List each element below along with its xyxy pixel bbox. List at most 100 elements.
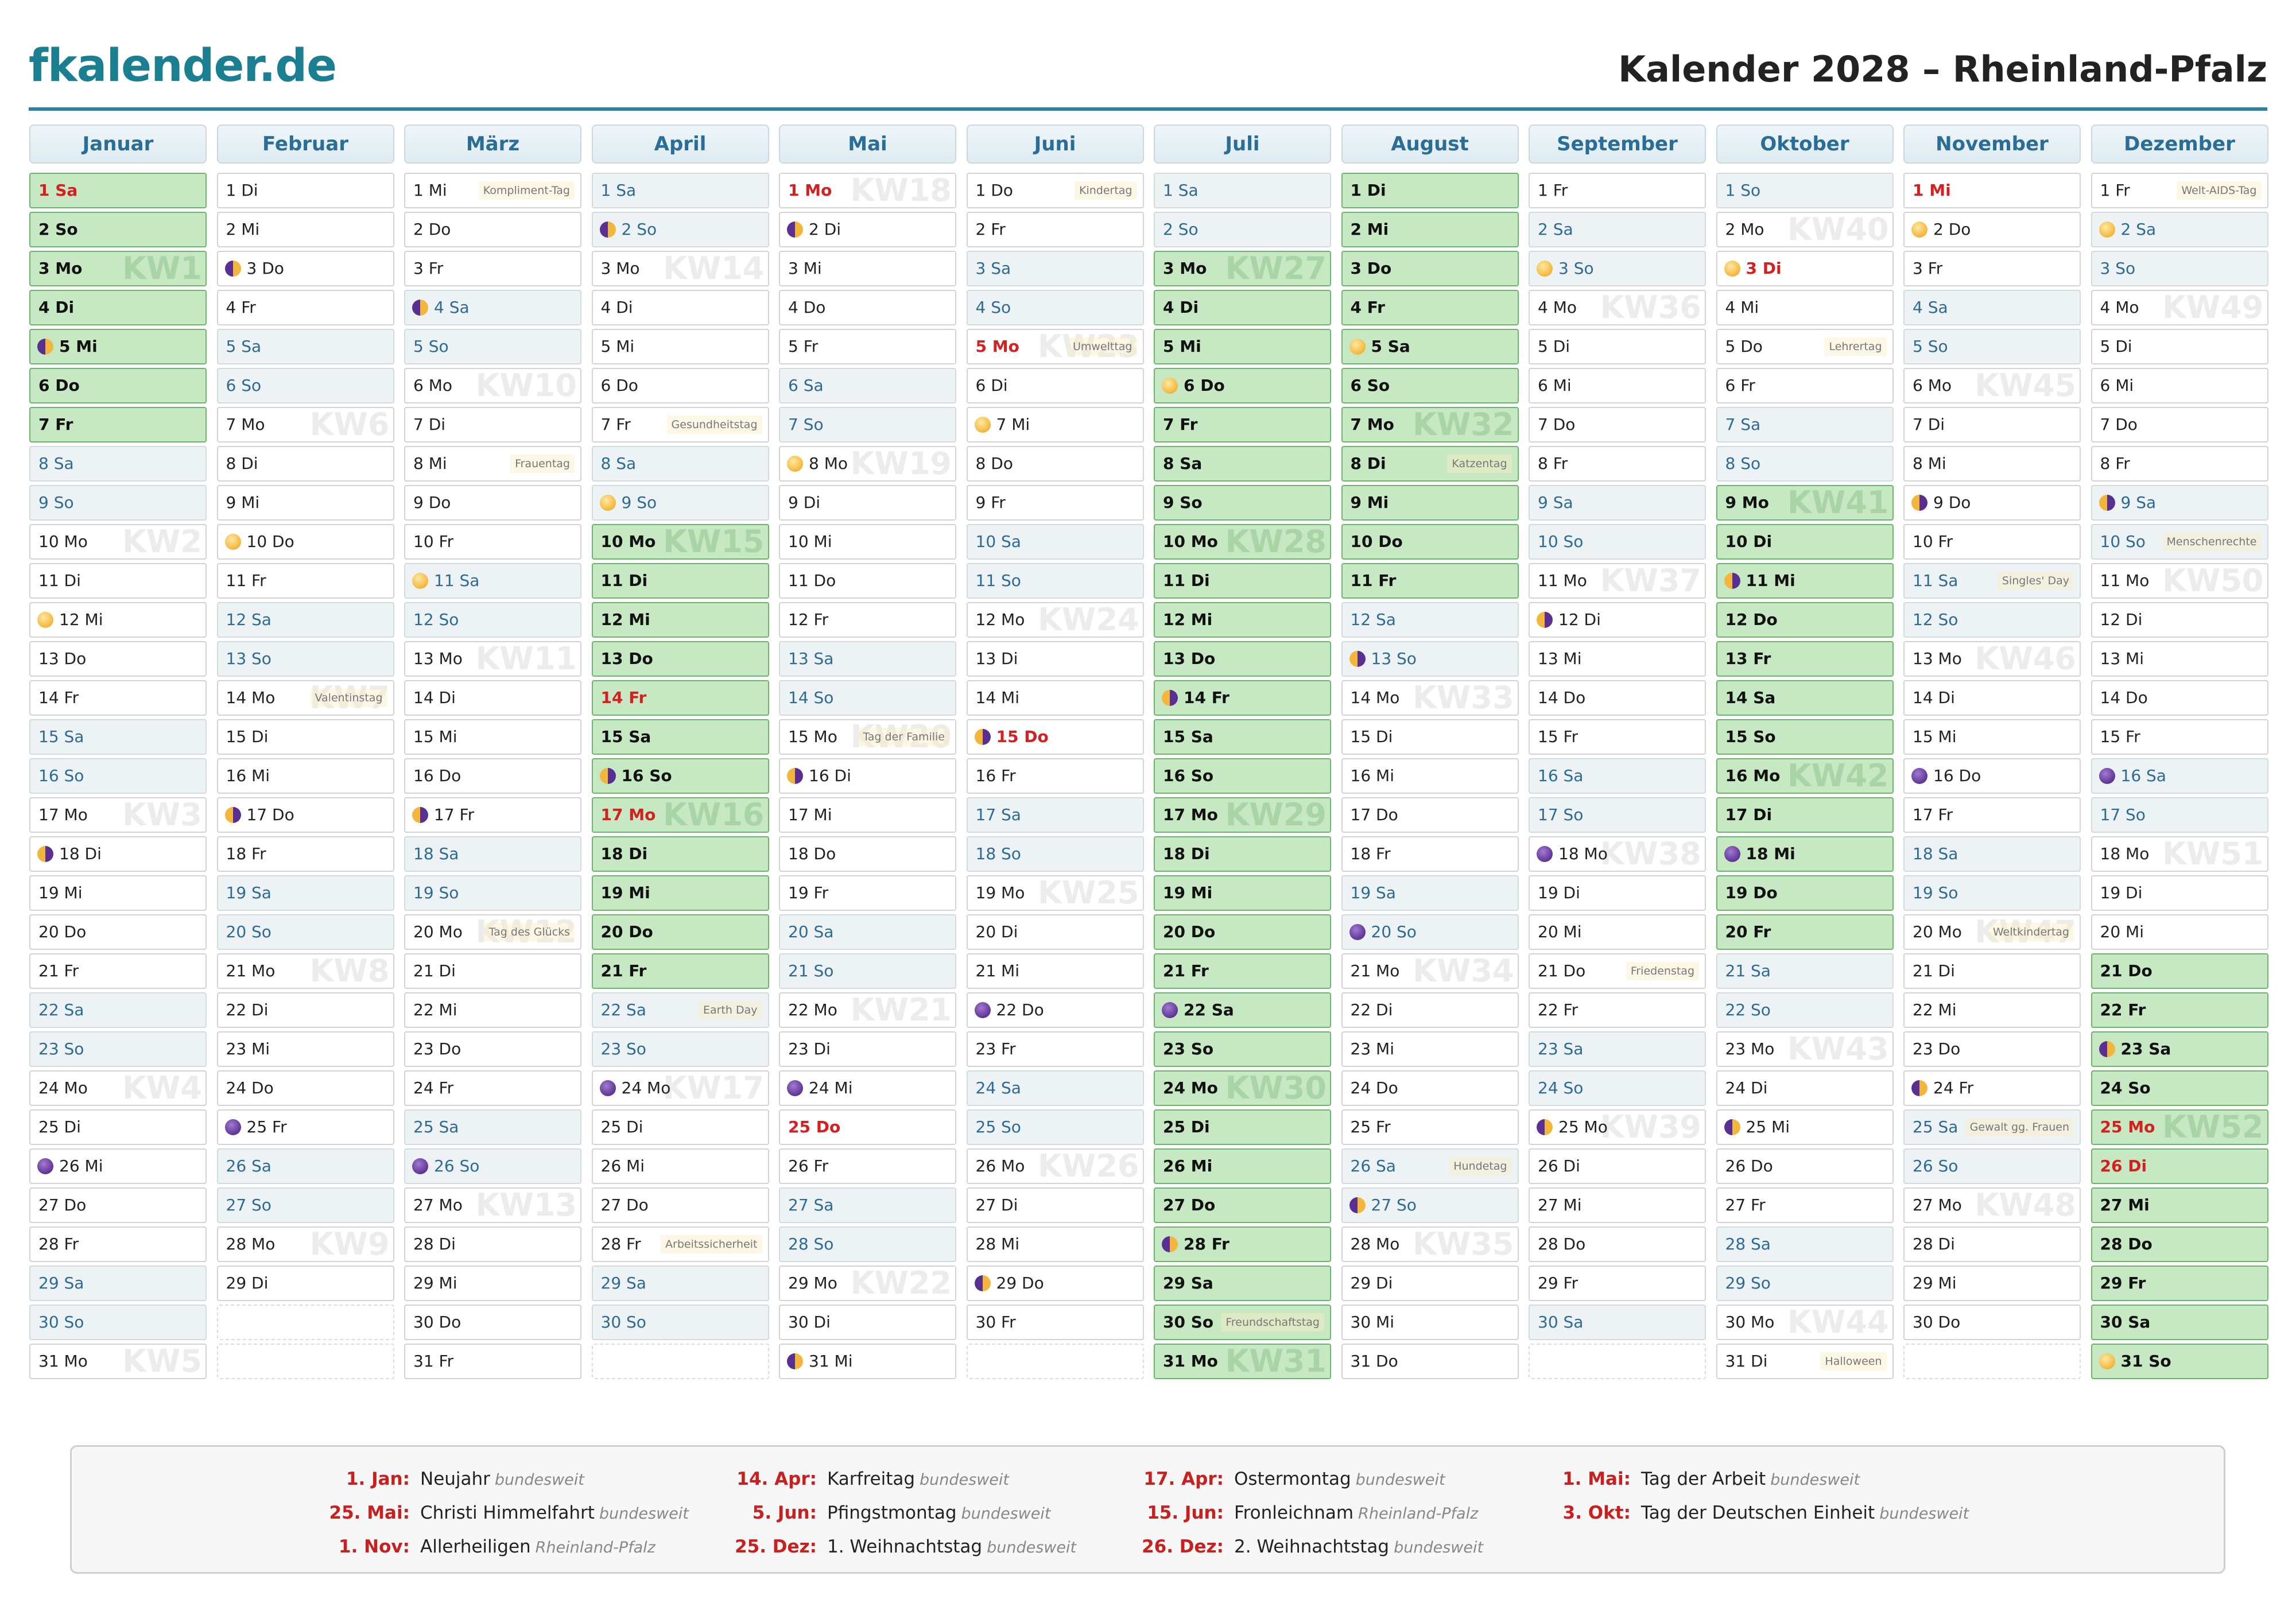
legend-scope: bundesweit <box>1879 1505 1969 1523</box>
day-cell: 27 Do <box>591 1187 769 1223</box>
day-label: 24 Do <box>1350 1078 1398 1097</box>
day-cell: KW11 13 Mo <box>404 641 581 677</box>
day-label: 16 So <box>621 766 672 785</box>
day-note: Hundetag <box>1449 1157 1512 1175</box>
week-number: KW21 <box>850 992 952 1028</box>
legend-name: Tag der Deutschen Einheit <box>1641 1503 1875 1523</box>
day-cell: 30 So Freundschaftstag <box>1154 1305 1331 1340</box>
day-note: Singles' Day <box>1997 572 2074 590</box>
day-cell: 25 Fr <box>216 1109 394 1145</box>
day-cell: 24 So <box>1529 1070 1706 1106</box>
day-cell: 7 Di <box>404 407 581 442</box>
month-header: Februar <box>216 125 394 164</box>
day-cell: 26 So <box>1903 1148 2081 1184</box>
day-label: 21 Fr <box>600 961 647 980</box>
day-note: Menschenrechte <box>2162 533 2262 551</box>
day-label: 27 Do <box>38 1195 87 1214</box>
day-cell: KW19 8 Mo <box>779 446 956 482</box>
week-number: KW26 <box>1037 1148 1139 1184</box>
day-cell: 22 So <box>1716 992 1894 1028</box>
day-cell: 5 Di <box>2091 329 2268 364</box>
day-cell: 5 Do Lehrertag <box>1716 329 1894 364</box>
day-label: 6 So <box>226 376 262 395</box>
day-label: 18 Di <box>1163 844 1210 863</box>
day-label: 5 So <box>1913 337 1948 356</box>
day-cell: 1 Mi Kompliment-Tag <box>404 173 581 208</box>
day-cell: 19 So <box>404 875 581 911</box>
day-cell: 16 So <box>591 758 769 794</box>
day-cell: KW12 20 Mo Tag des Glücks <box>404 914 581 950</box>
day-label: 27 Fr <box>1725 1195 1766 1214</box>
day-cell: 2 Sa <box>2091 212 2268 247</box>
day-cell: 5 So <box>1903 329 2081 364</box>
day-cell: 8 Sa <box>29 446 207 482</box>
day-label: 15 Mi <box>1913 727 1957 746</box>
day-label: 16 So <box>1163 766 1214 785</box>
day-cell: 26 Fr <box>779 1148 956 1184</box>
week-number: KW29 <box>1225 797 1327 833</box>
day-label: 4 Sa <box>1913 298 1948 317</box>
moon-phase <box>1537 1119 1553 1135</box>
day-label: 22 Do <box>996 1000 1044 1019</box>
day-cell: 10 Fr <box>404 524 581 560</box>
day-cell: KW48 27 Mo <box>1903 1187 2081 1223</box>
day-label: 25 Mi <box>1746 1117 1790 1136</box>
day-cell: 2 Mi <box>1341 212 1519 247</box>
day-cell: 12 Di <box>2091 602 2268 638</box>
day-label: 13 Di <box>975 649 1018 668</box>
day-label: 8 So <box>1725 454 1761 473</box>
day-label: 20 Di <box>975 922 1018 941</box>
day-cell: 9 Sa <box>1529 485 1706 521</box>
day-cell: 19 So <box>1903 875 2081 911</box>
day-label: 6 Do <box>600 376 638 395</box>
day-cell: 10 Do <box>1341 524 1519 560</box>
legend-item: 1. Jan: Neujahr bundesweit <box>346 1465 584 1493</box>
day-label: 4 Fr <box>226 298 256 317</box>
moon-phase <box>1162 378 1178 394</box>
empty-cell <box>216 1305 394 1340</box>
day-cell: 5 So <box>404 329 581 364</box>
day-cell: 15 Sa <box>591 719 769 755</box>
day-cell: 3 Fr <box>1903 251 2081 286</box>
week-number: KW22 <box>850 1266 952 1301</box>
day-note: Kompliment-Tag <box>478 181 575 200</box>
day-cell: 9 So <box>1154 485 1331 521</box>
legend-scope: bundesweit <box>920 1471 1009 1489</box>
day-label: 19 Sa <box>1350 883 1396 902</box>
week-number: KW51 <box>2162 836 2264 872</box>
day-cell: 15 Fr <box>1529 719 1706 755</box>
moon-phase <box>974 729 991 745</box>
day-cell: 29 Fr <box>1529 1266 1706 1301</box>
day-cell: 14 So <box>779 680 956 716</box>
day-cell: 17 Do <box>1341 797 1519 833</box>
day-cell: 19 Mi <box>591 875 769 911</box>
legend-date-box: 15. Jun: <box>994 1499 1224 1527</box>
day-label: 25 Di <box>600 1117 643 1136</box>
month-header: Januar <box>29 125 207 164</box>
day-label: 6 Mi <box>1538 376 1572 395</box>
day-label: 25 Fr <box>1350 1117 1391 1136</box>
day-cell: 13 So <box>216 641 394 677</box>
day-cell: KW7 14 Mo Valentinstag <box>216 680 394 716</box>
day-label: 20 So <box>226 922 272 941</box>
day-label: 15 Sa <box>600 727 651 746</box>
day-cell: 1 Sa <box>1154 173 1331 208</box>
day-label: 29 Di <box>226 1274 269 1292</box>
moon-phase <box>224 534 241 550</box>
legend-item: 15. Jun: Fronleichnam Rheinland-Pfalz <box>1147 1499 1478 1527</box>
day-label: 11 Fr <box>226 571 266 590</box>
day-cell: 25 Mi <box>1716 1109 1894 1145</box>
day-cell: KW20 15 Mo Tag der Familie <box>779 719 956 755</box>
day-label: 28 Di <box>413 1235 456 1253</box>
day-label: 7 Do <box>2100 415 2138 434</box>
week-number: KW16 <box>662 797 765 833</box>
day-cell: 20 Do <box>591 914 769 950</box>
month-header: Dezember <box>2091 125 2268 164</box>
day-cell: 25 Di <box>591 1109 769 1145</box>
day-cell: 21 Fr <box>29 953 207 989</box>
day-cell: 25 Do <box>779 1109 956 1145</box>
day-label: 29 Fr <box>1538 1274 1578 1292</box>
day-cell: 24 Fr <box>1903 1070 2081 1106</box>
month-header: März <box>404 125 581 164</box>
day-label: 21 Fr <box>1163 961 1209 980</box>
